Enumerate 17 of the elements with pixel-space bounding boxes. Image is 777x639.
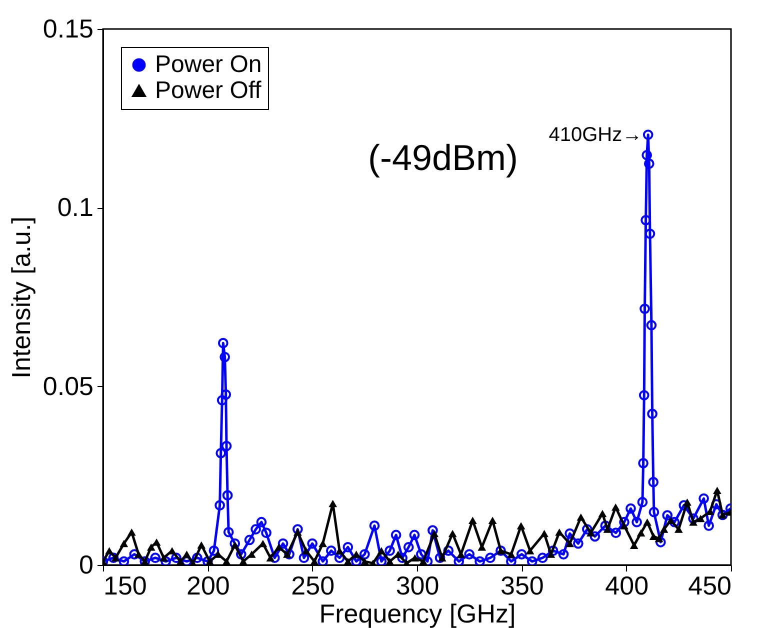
x-tick-label: 150 <box>104 570 147 600</box>
x-tick-label: 400 <box>605 570 649 600</box>
y-tick-label: 0 <box>79 550 94 580</box>
x-tick-label: 250 <box>291 570 335 600</box>
x-tick-label: 350 <box>500 570 544 600</box>
y-tick-label: 0.1 <box>57 192 94 222</box>
y-tick-label: 0.15 <box>42 14 94 44</box>
legend-label: Power On <box>155 51 262 78</box>
y-axis-title: Intensity [a.u.] <box>6 216 36 378</box>
annotation: 410GHz→ <box>548 124 642 146</box>
annotation: (-49dBm) <box>368 137 518 178</box>
x-tick-label: 200 <box>186 570 230 600</box>
x-axis-title: Frequency [GHz] <box>319 598 516 628</box>
x-tick-label: 300 <box>396 570 440 600</box>
y-tick-label: 0.05 <box>42 370 94 401</box>
x-tick-label: 450 <box>688 570 732 600</box>
legend-label: Power Off <box>155 77 262 104</box>
